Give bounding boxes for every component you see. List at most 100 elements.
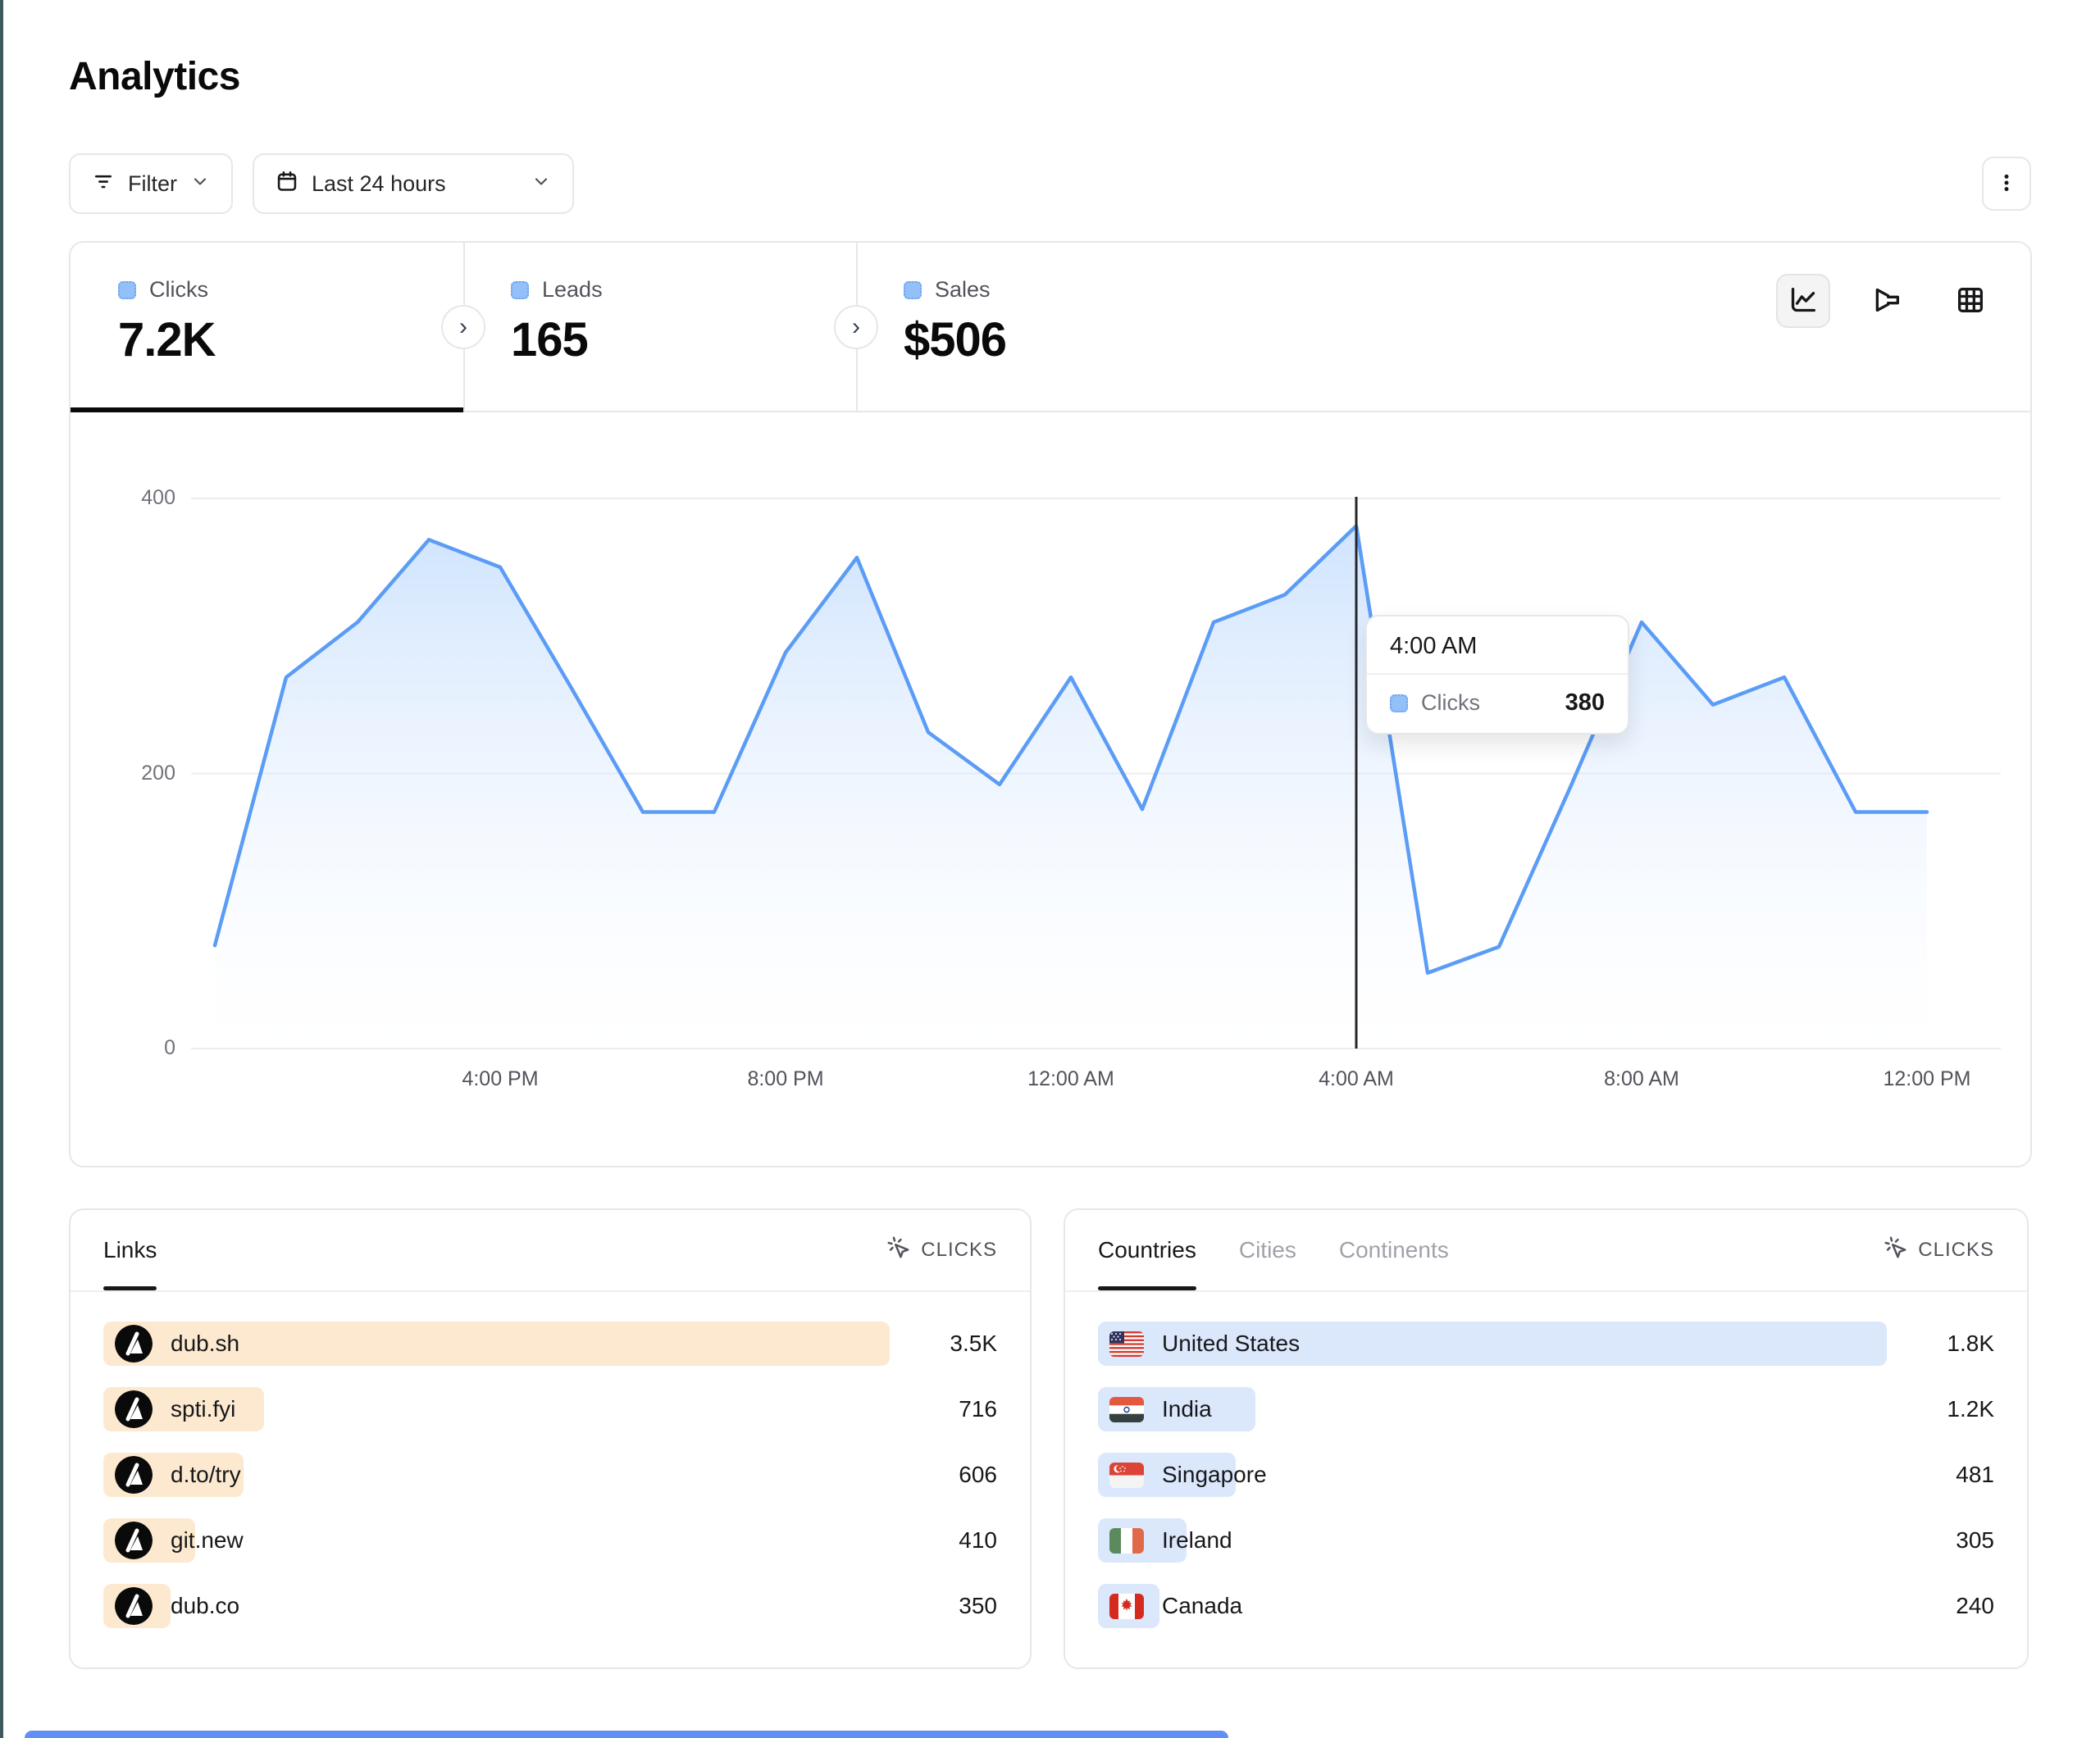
tooltip-time: 4:00 AM: [1367, 616, 1628, 675]
row-label: Canada: [1162, 1593, 1243, 1618]
sales-legend-square: [904, 280, 922, 299]
stats-row: Clicks 7.2K Leads 165 Sales $506: [71, 243, 2030, 412]
page-title: Analytics: [69, 55, 240, 98]
row-label: India: [1162, 1396, 1212, 1422]
row-label: dub.sh: [171, 1331, 240, 1356]
stat-label: Sales: [935, 277, 991, 302]
calendar-icon: [276, 170, 298, 198]
funnel-icon: [1870, 284, 1903, 319]
row-value: 305: [1956, 1527, 1994, 1553]
cursor-click-icon: [886, 1235, 911, 1266]
links-panel: Links CLICKS dub.sh 3.5K spti.fyi 716 d.to/t…: [69, 1208, 1032, 1669]
link-row[interactable]: dub.co 350: [103, 1584, 997, 1628]
stat-label: Leads: [542, 277, 603, 302]
chart-view-toggles: [1776, 274, 1998, 328]
y-axis-tick-label: 400: [141, 486, 175, 509]
tab-links[interactable]: Links: [103, 1210, 157, 1290]
country-row[interactable]: Canada 240: [1098, 1584, 1994, 1628]
india-flag-icon: [1109, 1396, 1144, 1422]
filter-button-label: Filter: [128, 171, 177, 196]
chevron-down-icon: [531, 171, 551, 197]
tooltip-legend-square: [1390, 694, 1408, 712]
tooltip-value: 380: [1565, 689, 1605, 716]
filter-button[interactable]: Filter: [69, 153, 233, 214]
row-value: 1.8K: [1947, 1331, 1994, 1356]
clicks-legend-square: [118, 280, 136, 299]
stat-tab-sales[interactable]: Sales $506: [856, 243, 1249, 411]
row-label: Singapore: [1162, 1462, 1267, 1487]
row-value: 350: [959, 1593, 997, 1618]
row-label: dub.co: [171, 1593, 240, 1618]
country-row[interactable]: India 1.2K: [1098, 1387, 1994, 1431]
leads-legend-square: [511, 280, 529, 299]
countries-metric-selector[interactable]: CLICKS: [1884, 1210, 1994, 1290]
dub-logo-icon: [115, 1456, 153, 1494]
dub-logo-icon: [115, 1522, 153, 1559]
stat-tab-leads[interactable]: Leads 165: [463, 243, 856, 411]
metric-label: CLICKS: [1918, 1239, 1994, 1261]
line-chart-icon: [1787, 284, 1820, 319]
country-row[interactable]: United States 1.8K: [1098, 1322, 1994, 1366]
row-value: 716: [959, 1396, 997, 1422]
row-label: d.to/try: [171, 1462, 241, 1487]
kebab-icon: [1996, 172, 2017, 196]
more-options-button[interactable]: [1982, 157, 2031, 211]
link-row[interactable]: git.new 410: [103, 1518, 997, 1563]
singapore-flag-icon: [1109, 1462, 1144, 1488]
funnel-view-button[interactable]: [1860, 274, 1914, 328]
window-left-edge: [0, 0, 3, 1738]
toolbar: Filter Last 24 hours: [69, 152, 2031, 215]
tab-cities[interactable]: Cities: [1238, 1237, 1296, 1263]
date-range-label: Last 24 hours: [312, 171, 446, 196]
cursor-click-icon: [1884, 1235, 1908, 1266]
x-axis-tick-label: 4:00 AM: [1319, 1067, 1394, 1090]
canada-flag-icon: [1109, 1593, 1144, 1619]
next-stat-button[interactable]: ›: [834, 305, 878, 349]
below-fold-element-edge: [25, 1731, 1228, 1738]
clicks-chart[interactable]: 0 200 400 4:00 PM 8:00 PM 12:00 AM 4:00 AM 8:0…: [71, 412, 2030, 1166]
ireland-flag-icon: [1109, 1527, 1144, 1554]
row-label: Ireland: [1162, 1527, 1232, 1553]
dub-logo-icon: [115, 1325, 153, 1363]
stat-value: 7.2K: [118, 313, 216, 366]
stat-label: Clicks: [149, 277, 208, 302]
row-value-bar: [103, 1322, 891, 1366]
tab-continents[interactable]: Continents: [1338, 1237, 1449, 1263]
table-view-button[interactable]: [1943, 274, 1998, 328]
date-range-button[interactable]: Last 24 hours: [253, 153, 574, 214]
grid-icon: [1954, 284, 1987, 319]
links-metric-selector[interactable]: CLICKS: [886, 1210, 997, 1290]
row-value: 240: [1956, 1593, 1994, 1618]
x-axis-tick-label: 8:00 AM: [1604, 1067, 1679, 1090]
countries-panel: Countries Cities Continents CLICKS Unite…: [1064, 1208, 2029, 1669]
line-chart-view-button[interactable]: [1776, 274, 1830, 328]
tooltip-series-label: Clicks: [1421, 690, 1480, 715]
stat-value: 165: [511, 313, 589, 366]
row-value: 410: [959, 1527, 997, 1553]
next-stat-button[interactable]: ›: [441, 305, 485, 349]
chart-tooltip: 4:00 AM Clicks 380: [1365, 615, 1629, 735]
filter-icon: [92, 170, 115, 198]
link-row[interactable]: d.to/try 606: [103, 1453, 997, 1497]
row-value: 3.5K: [950, 1331, 997, 1356]
stat-value: $506: [904, 313, 1007, 366]
link-row[interactable]: dub.sh 3.5K: [103, 1322, 997, 1366]
x-axis-tick-label: 12:00 AM: [1027, 1067, 1114, 1090]
metric-label: CLICKS: [921, 1239, 997, 1261]
country-row[interactable]: Singapore 481: [1098, 1453, 1994, 1497]
x-axis-tick-label: 4:00 PM: [462, 1067, 539, 1090]
country-row[interactable]: Ireland 305: [1098, 1518, 1994, 1563]
link-row[interactable]: spti.fyi 716: [103, 1387, 997, 1431]
row-value-bar: [1098, 1322, 1887, 1366]
active-stat-underline: [71, 407, 463, 412]
chevron-down-icon: [190, 171, 210, 197]
tab-countries[interactable]: Countries: [1098, 1210, 1196, 1290]
x-axis-tick-label: 8:00 PM: [747, 1067, 824, 1090]
x-axis-tick-label: 12:00 PM: [1883, 1067, 1971, 1090]
row-value: 1.2K: [1947, 1396, 1994, 1422]
row-label: United States: [1162, 1331, 1301, 1356]
stat-tab-clicks[interactable]: Clicks 7.2K: [71, 243, 463, 412]
area-chart-canvas[interactable]: [71, 412, 2034, 1167]
analytics-card: Clicks 7.2K Leads 165 Sales $506: [69, 241, 2032, 1167]
